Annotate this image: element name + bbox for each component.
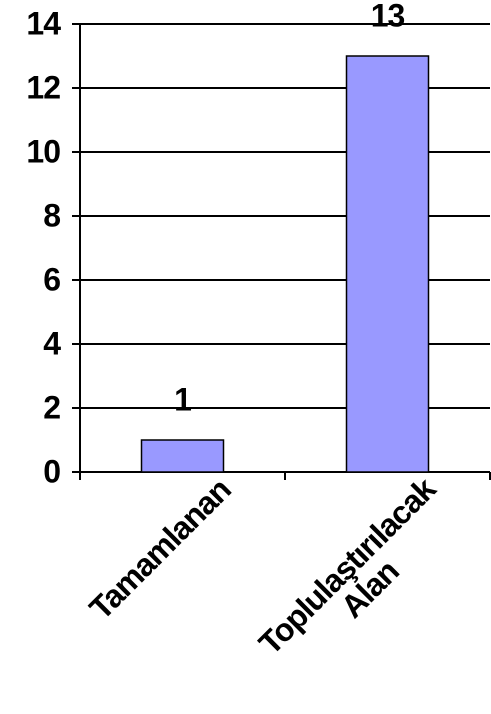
x-tick-label: Tamamlanan: [82, 471, 237, 626]
y-tick-label: 14: [26, 5, 61, 41]
data-label: 1: [174, 381, 191, 417]
data-label: 13: [371, 0, 405, 33]
y-tick-label: 12: [26, 69, 60, 105]
y-tick-label: 6: [43, 261, 60, 297]
y-tick-label: 4: [43, 325, 61, 361]
y-tick-label: 10: [26, 133, 60, 169]
x-tick-label: ToplulaştırılacakAlan: [252, 471, 466, 685]
bar: [345, 55, 430, 473]
y-tick-label: 0: [43, 453, 60, 489]
x-tick-label-line: Toplulaştırılacak: [252, 471, 443, 662]
y-tick-label: 2: [43, 389, 60, 425]
bar: [140, 439, 225, 473]
y-tick-label: 8: [43, 197, 60, 233]
